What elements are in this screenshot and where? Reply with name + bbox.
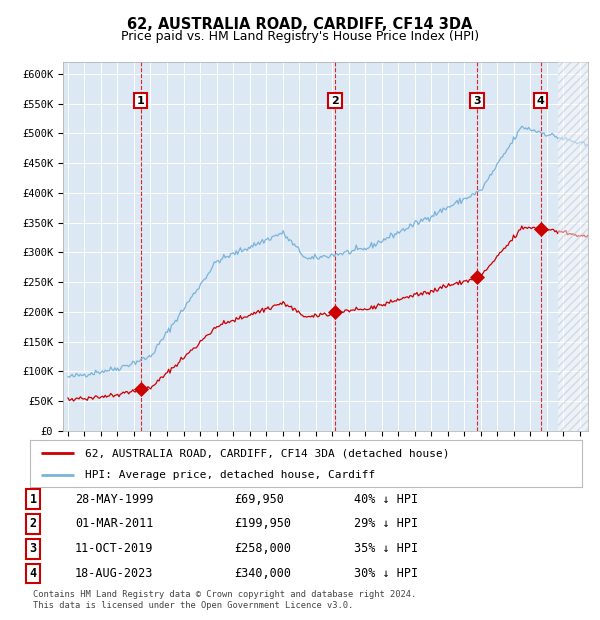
Text: 28-MAY-1999: 28-MAY-1999 bbox=[75, 493, 154, 505]
Text: 62, AUSTRALIA ROAD, CARDIFF, CF14 3DA: 62, AUSTRALIA ROAD, CARDIFF, CF14 3DA bbox=[127, 17, 473, 32]
Text: £69,950: £69,950 bbox=[234, 493, 284, 505]
Text: HPI: Average price, detached house, Cardiff: HPI: Average price, detached house, Card… bbox=[85, 470, 376, 480]
Text: 18-AUG-2023: 18-AUG-2023 bbox=[75, 567, 154, 580]
Text: 1: 1 bbox=[137, 95, 145, 105]
Bar bbox=[558, 62, 588, 431]
Text: 2: 2 bbox=[331, 95, 339, 105]
Text: 62, AUSTRALIA ROAD, CARDIFF, CF14 3DA (detached house): 62, AUSTRALIA ROAD, CARDIFF, CF14 3DA (d… bbox=[85, 448, 450, 458]
Text: 11-OCT-2019: 11-OCT-2019 bbox=[75, 542, 154, 555]
Text: 3: 3 bbox=[29, 542, 37, 555]
Text: 4: 4 bbox=[29, 567, 37, 580]
Text: £258,000: £258,000 bbox=[234, 542, 291, 555]
Text: Contains HM Land Registry data © Crown copyright and database right 2024.
This d: Contains HM Land Registry data © Crown c… bbox=[33, 590, 416, 609]
Text: 01-MAR-2011: 01-MAR-2011 bbox=[75, 518, 154, 530]
Text: 30% ↓ HPI: 30% ↓ HPI bbox=[354, 567, 418, 580]
Text: Price paid vs. HM Land Registry's House Price Index (HPI): Price paid vs. HM Land Registry's House … bbox=[121, 30, 479, 43]
Text: 29% ↓ HPI: 29% ↓ HPI bbox=[354, 518, 418, 530]
Text: 40% ↓ HPI: 40% ↓ HPI bbox=[354, 493, 418, 505]
Text: 35% ↓ HPI: 35% ↓ HPI bbox=[354, 542, 418, 555]
Text: 3: 3 bbox=[473, 95, 481, 105]
Text: 4: 4 bbox=[536, 95, 545, 105]
Text: 2: 2 bbox=[29, 518, 37, 530]
Text: £340,000: £340,000 bbox=[234, 567, 291, 580]
Text: 1: 1 bbox=[29, 493, 37, 505]
Text: £199,950: £199,950 bbox=[234, 518, 291, 530]
